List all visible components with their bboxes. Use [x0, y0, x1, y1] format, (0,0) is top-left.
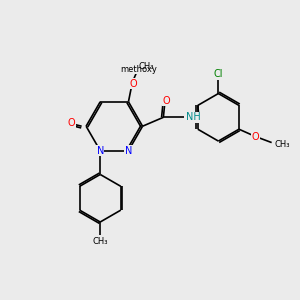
Text: Cl: Cl [214, 69, 223, 79]
Text: N: N [97, 146, 104, 156]
Text: methoxy: methoxy [120, 64, 157, 74]
Text: CH₃: CH₃ [139, 61, 154, 70]
Text: O: O [163, 96, 170, 106]
Text: NH: NH [186, 112, 200, 122]
Text: O: O [68, 118, 75, 128]
Text: O: O [251, 132, 259, 142]
Text: CH₃: CH₃ [92, 237, 108, 246]
Text: CH₃: CH₃ [274, 140, 290, 148]
Text: N: N [125, 146, 132, 156]
Text: O: O [129, 79, 137, 89]
